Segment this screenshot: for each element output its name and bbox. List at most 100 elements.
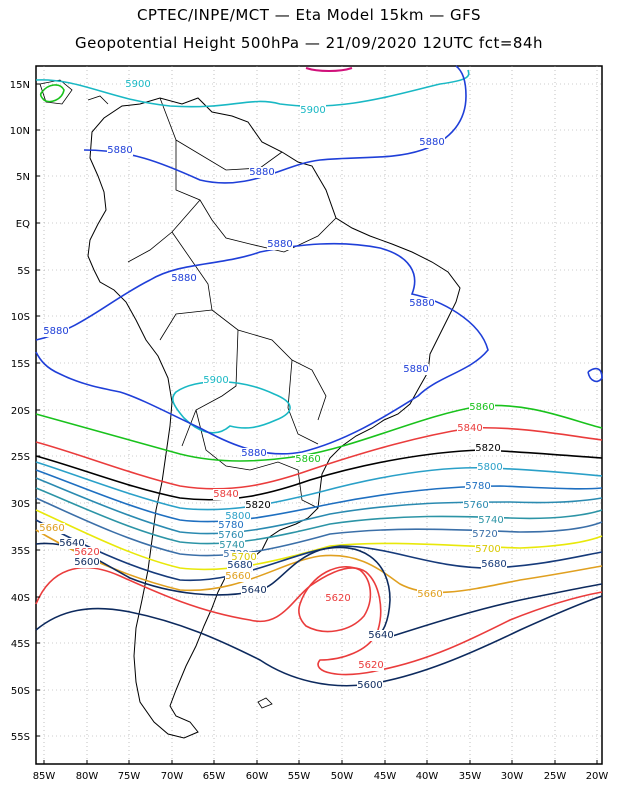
x-tick-label: 50W — [331, 771, 354, 782]
falkland-islands — [257, 697, 273, 709]
contour-label-bg — [171, 273, 197, 284]
contour-label: 5880 — [409, 298, 434, 309]
y-tick-label: 15N — [10, 80, 30, 91]
x-axis-ticks: 85W 80W 75W 70W 65W 60W 55W 50W 45W 40W 35W 30W 25W 2… — [33, 760, 609, 782]
contour-label-bg — [218, 520, 244, 531]
contour-label: 5880 — [403, 364, 428, 375]
contour-5840 — [35, 426, 603, 490]
map-title: CPTEC/INPE/MCT — Eta Model 15km — GFS — [136, 6, 482, 24]
x-tick-label: 30W — [501, 771, 524, 782]
contour-label: 5880 — [43, 326, 68, 337]
y-tick-label: 50S — [11, 686, 30, 697]
contour-label-bg — [213, 489, 239, 500]
y-tick-label: 5N — [16, 172, 30, 183]
contour-label-bg — [463, 500, 489, 511]
x-tick-label: 20W — [586, 771, 609, 782]
contour-label-bg — [74, 557, 100, 568]
x-tick-label: 85W — [33, 771, 56, 782]
x-tick-label: 25W — [544, 771, 567, 782]
contour-label-bg — [477, 462, 503, 473]
x-tick-label: 65W — [203, 771, 226, 782]
contour-label: 5880 — [171, 273, 196, 284]
contour-5820 — [35, 449, 603, 501]
contour-label: 5880 — [241, 448, 266, 459]
contour-label-bg — [295, 454, 321, 465]
y-tick-label: 10S — [11, 312, 30, 323]
contour-label: 5620 — [358, 660, 383, 671]
contour-label-bg — [241, 448, 267, 459]
contour-5800 — [35, 461, 603, 511]
y-tick-label: 40S — [11, 593, 30, 604]
contour-label-bg — [39, 523, 65, 534]
contour-label-bg — [225, 571, 251, 582]
contour-label-bg — [267, 239, 293, 250]
x-tick-label: 80W — [76, 771, 99, 782]
map-subtitle: Geopotential Height 500hPa — 21/09/2020 … — [75, 34, 543, 52]
contour-label: 5640 — [59, 538, 84, 549]
contour-label-bg — [59, 538, 85, 549]
contour-label-bg — [417, 589, 443, 600]
contour-label-bg — [368, 630, 394, 641]
contour-label: 5780 — [218, 520, 243, 531]
contour-label: 5800 — [225, 511, 250, 522]
x-tick-label: 35W — [459, 771, 482, 782]
y-tick-label: 45S — [11, 639, 30, 650]
contour-label: 5700 — [231, 552, 256, 563]
contour-label: 5820 — [245, 500, 270, 511]
contour-label-bg — [478, 515, 504, 526]
contour-label: 5740 — [219, 540, 244, 551]
contour-label: 5900 — [203, 375, 228, 386]
contour-label-bg — [241, 585, 267, 596]
x-tick-label: 75W — [118, 771, 141, 782]
contour-5720 — [35, 497, 603, 557]
contour-labels: 5900 5900 5900 5880 5880 5880 5880 5880 5880 5880… — [39, 79, 507, 691]
y-tick-label: 55S — [11, 732, 30, 743]
contour-label: 5740 — [478, 515, 503, 526]
contour-5620 — [35, 567, 603, 676]
contour-5600 — [35, 595, 603, 687]
contour-label-bg — [403, 364, 429, 375]
map-frame — [35, 65, 603, 765]
contour-label-bg — [357, 680, 383, 691]
contour-label-bg — [481, 559, 507, 570]
contour-label: 5860 — [295, 454, 320, 465]
contour-label-bg — [249, 167, 275, 178]
contour-label: 5600 — [74, 557, 99, 568]
contour-label-bg — [219, 540, 245, 551]
y-tick-label: 35S — [11, 546, 30, 557]
contour-label-bg — [457, 423, 483, 434]
contour-label-bg — [409, 298, 435, 309]
contour-label: 5660 — [39, 523, 64, 534]
contour-magenta-top — [305, 67, 353, 72]
contour-label: 5860 — [469, 402, 494, 413]
contour-label: 5900 — [125, 79, 150, 90]
x-tick-label: 70W — [161, 771, 184, 782]
contour-layer — [35, 65, 603, 687]
contour-label: 5680 — [227, 560, 252, 571]
contour-label: 5640 — [368, 630, 393, 641]
contour-5760 — [35, 477, 603, 535]
y-axis-ticks: 15N 10N 5N EQ 5S 10S 15S 20S 25S 30S 35S 40S 45S 50S 5… — [10, 80, 40, 743]
x-tick-label: 45W — [374, 771, 397, 782]
contour-label: 5700 — [475, 544, 500, 555]
contour-label-bg — [203, 375, 229, 386]
contour-label: 5620 — [74, 547, 99, 558]
border-lines — [127, 97, 337, 509]
y-tick-label: EQ — [16, 219, 30, 230]
y-tick-label: 5S — [17, 266, 30, 277]
contour-label-bg — [227, 560, 253, 571]
contour-label-bg — [218, 530, 244, 541]
contour-label: 5600 — [357, 680, 382, 691]
contour-label-bg — [358, 660, 384, 671]
contour-5620-low — [298, 566, 372, 633]
contour-label: 5800 — [477, 462, 502, 473]
contour-label-bg — [231, 552, 257, 563]
contour-label-bg — [325, 593, 351, 604]
contour-5660 — [35, 529, 603, 594]
y-tick-label: 15S — [11, 359, 30, 370]
contour-5780 — [35, 469, 603, 523]
x-tick-label: 55W — [288, 771, 311, 782]
contour-label-bg — [300, 105, 326, 116]
contour-label: 5760 — [463, 500, 488, 511]
